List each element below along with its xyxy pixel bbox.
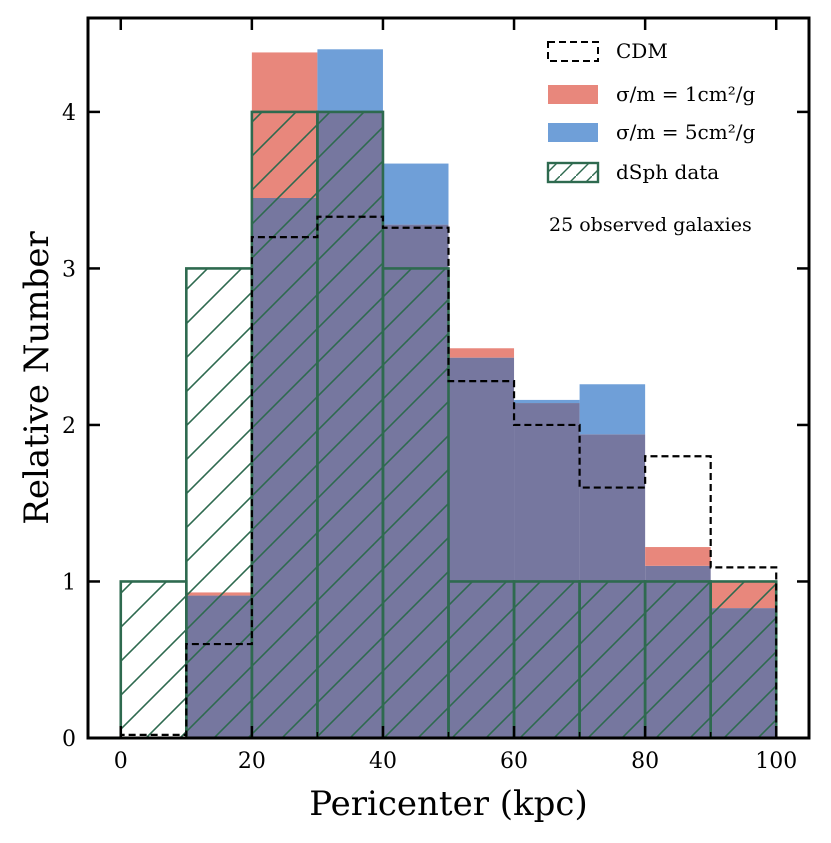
cdm-step-line: [119, 215, 778, 738]
x-tick-label: 0: [114, 749, 128, 774]
legend-label: CDM: [616, 39, 668, 63]
x-tick-label: 60: [500, 749, 528, 774]
dsph-bar: [643, 580, 712, 738]
sidm5-bar: [382, 163, 449, 225]
y-tick-label: 1: [62, 570, 76, 595]
dsph-bar: [250, 110, 319, 738]
x-tick-label: 20: [238, 749, 266, 774]
x-axis-title: Pericenter (kpc): [309, 784, 587, 824]
plot-area: [119, 49, 778, 738]
sidm1-bar: [645, 547, 711, 566]
annotation-text: 25 observed galaxies: [549, 214, 752, 236]
dsph-bar: [447, 580, 516, 738]
legend-swatch-sidm-5: [548, 123, 598, 142]
legend-label: dSph data: [616, 160, 719, 184]
y-tick-label: 4: [62, 101, 76, 126]
legend-swatch-dsph: [546, 161, 600, 184]
y-tick-label: 2: [62, 414, 76, 439]
x-tick-label: 100: [755, 749, 797, 774]
y-tick-label: 3: [62, 257, 76, 282]
x-tick-label: 80: [631, 749, 659, 774]
dsph-bar: [119, 580, 188, 738]
sidm1-bar: [448, 348, 515, 358]
sidm5-bar: [579, 384, 646, 435]
x-tick-label: 40: [369, 749, 397, 774]
sidm5-bar: [317, 49, 383, 112]
dsph-bar: [578, 580, 647, 738]
y-tick-label: 0: [62, 727, 76, 752]
legend: CDM σ/m = 1cm²/g σ/m = 5cm²/g dSph data: [546, 39, 755, 184]
dsph-bar: [381, 267, 450, 738]
y-axis-title: Relative Number: [17, 230, 57, 524]
legend-swatch-cdm: [547, 41, 599, 62]
sidm5-bar: [514, 399, 580, 404]
dsph-bar: [512, 580, 581, 738]
dsph-bar: [316, 110, 385, 738]
axes: 0 20 40 60 80 100 0 1 2 3 4: [62, 16, 811, 774]
legend-label: σ/m = 1cm²/g: [616, 82, 755, 106]
legend-label: σ/m = 5cm²/g: [616, 120, 755, 144]
dsph-bar: [185, 267, 254, 738]
dsph-bar: [709, 580, 778, 738]
legend-swatch-sidm-1: [548, 85, 598, 104]
